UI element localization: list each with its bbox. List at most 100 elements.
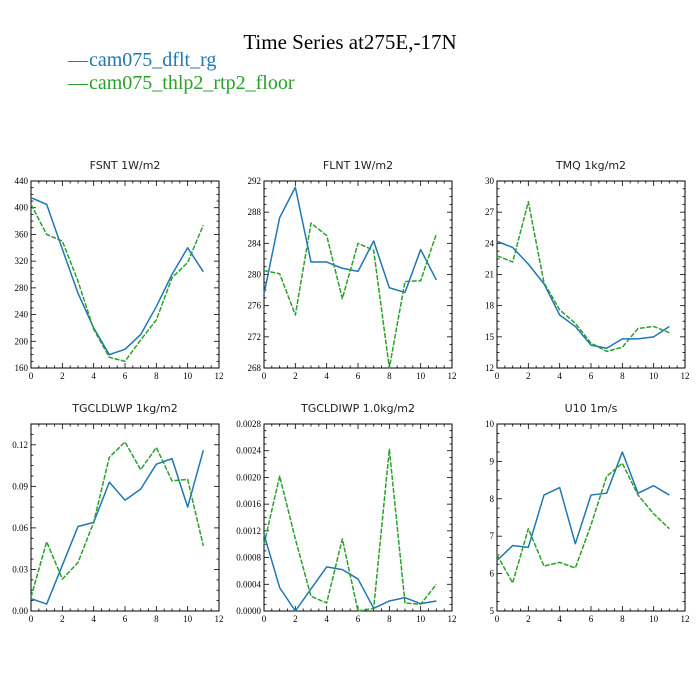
x-tick-label: 0 xyxy=(495,614,500,624)
y-tick-label: 21 xyxy=(485,270,494,280)
x-tick-label: 4 xyxy=(324,614,329,624)
chart-panel-1: FLNT 1W/m2 0 2 4 6 8 10 12 268 272 276 280 284 288 292 xyxy=(248,159,457,381)
legend-label-thlp2-rtp2-floor: cam075_thlp2_rtp2_floor xyxy=(89,72,295,94)
chart-panel-0: FSNT 1W/m2 0 2 4 6 8 10 12 160 200 240 280 320 360 400… xyxy=(15,159,224,381)
x-tick-label: 12 xyxy=(215,371,224,381)
legend-entry-dflt-rg: — cam075_dflt_rg xyxy=(68,49,216,72)
y-tick-label: 200 xyxy=(15,336,29,346)
y-tick-label: 0.0012 xyxy=(236,526,261,536)
x-tick-label: 4 xyxy=(557,371,562,381)
y-tick-label: 15 xyxy=(485,332,495,342)
x-tick-label: 8 xyxy=(620,614,625,624)
y-tick-label: 0.0004 xyxy=(236,579,261,589)
y-tick-label: 10 xyxy=(485,419,495,429)
x-tick-label: 10 xyxy=(649,371,659,381)
chart-panel-4: TGCLDIWP 1.0kg/m2 0 2 4 6 8 10 12 0.0000 0.0004 0.… xyxy=(236,402,456,624)
y-tick-label: 0.00 xyxy=(12,606,28,616)
y-tick-label: 276 xyxy=(248,301,262,311)
x-tick-label: 2 xyxy=(293,371,298,381)
x-tick-label: 0 xyxy=(29,371,34,381)
x-tick-label: 10 xyxy=(416,371,426,381)
y-tick-label: 292 xyxy=(248,176,262,186)
x-tick-label: 8 xyxy=(154,614,159,624)
x-tick-label: 12 xyxy=(681,371,690,381)
plot-frame xyxy=(30,423,220,612)
plot-frame xyxy=(496,180,686,369)
x-tick-label: 0 xyxy=(262,371,267,381)
x-tick-label: 6 xyxy=(123,371,128,381)
y-tick-label: 0.12 xyxy=(12,440,28,450)
y-tick-label: 268 xyxy=(248,363,262,373)
y-tick-label: 284 xyxy=(248,238,262,248)
y-tick-label: 160 xyxy=(15,363,29,373)
y-tick-label: 8 xyxy=(490,494,495,504)
chart-panel-5: U10 1m/s 0 2 4 6 8 10 12 5 6 7 8 9 10 xyxy=(485,402,690,624)
series-line-thlp2-rtp2-floor xyxy=(496,462,670,584)
y-tick-label: 0.0016 xyxy=(236,499,261,509)
y-tick-label: 0.0008 xyxy=(236,553,261,563)
x-tick-label: 2 xyxy=(60,371,65,381)
y-tick-label: 27 xyxy=(485,207,495,217)
legend-entry-thlp2-rtp2-floor: — cam075_thlp2_rtp2_floor xyxy=(68,72,295,95)
y-tick-label: 0.06 xyxy=(12,523,28,533)
y-tick-label: 280 xyxy=(15,283,29,293)
x-tick-label: 10 xyxy=(649,614,659,624)
panel-title: FSNT 1W/m2 xyxy=(90,159,161,172)
x-tick-label: 10 xyxy=(183,371,193,381)
x-tick-label: 10 xyxy=(416,614,426,624)
y-tick-label: 440 xyxy=(15,176,29,186)
panel-title: TMQ 1kg/m2 xyxy=(555,159,626,172)
series-line-dflt-rg xyxy=(30,197,204,356)
x-tick-label: 4 xyxy=(557,614,562,624)
x-tick-label: 8 xyxy=(620,371,625,381)
chart-panel-3: TGCLDLWP 1kg/m2 0 2 4 6 8 10 12 0.00 0.03 0.06 0.09… xyxy=(12,402,223,624)
x-tick-label: 6 xyxy=(356,614,361,624)
x-tick-label: 12 xyxy=(215,614,224,624)
x-tick-label: 8 xyxy=(387,371,392,381)
x-tick-label: 6 xyxy=(123,614,128,624)
plot-frame xyxy=(263,180,453,369)
y-tick-label: 30 xyxy=(485,176,495,186)
panel-title: TGCLDIWP 1.0kg/m2 xyxy=(300,402,415,415)
y-tick-label: 6 xyxy=(490,569,495,579)
y-tick-label: 12 xyxy=(485,363,494,373)
x-tick-label: 4 xyxy=(91,371,96,381)
series-line-thlp2-rtp2-floor xyxy=(263,222,438,369)
plot-frame xyxy=(30,180,220,369)
plot-frame xyxy=(496,423,686,612)
y-tick-label: 9 xyxy=(490,456,495,466)
y-tick-label: 0.03 xyxy=(12,564,28,574)
series-line-dflt-rg xyxy=(263,186,437,295)
x-tick-label: 2 xyxy=(526,614,531,624)
series-line-thlp2-rtp2-floor xyxy=(30,441,205,598)
x-tick-label: 6 xyxy=(589,371,594,381)
series-line-thlp2-rtp2-floor xyxy=(30,204,205,363)
x-tick-label: 6 xyxy=(589,614,594,624)
x-tick-label: 12 xyxy=(448,614,457,624)
x-tick-label: 0 xyxy=(495,371,500,381)
y-tick-label: 288 xyxy=(248,207,262,217)
y-tick-label: 18 xyxy=(485,301,495,311)
x-tick-label: 8 xyxy=(154,371,159,381)
series-line-dflt-rg xyxy=(496,451,670,562)
panel-title: TGCLDLWP 1kg/m2 xyxy=(71,402,177,415)
x-tick-label: 6 xyxy=(356,371,361,381)
y-tick-label: 24 xyxy=(485,238,495,248)
panel-title: FLNT 1W/m2 xyxy=(323,159,393,172)
legend-label-dflt-rg: cam075_dflt_rg xyxy=(89,49,217,71)
y-tick-label: 400 xyxy=(15,203,29,213)
y-tick-label: 0.0020 xyxy=(236,472,261,482)
legend-swatch-dflt-rg: — xyxy=(68,49,88,71)
y-tick-label: 5 xyxy=(490,606,495,616)
series-line-dflt-rg xyxy=(30,450,205,605)
y-tick-label: 280 xyxy=(248,270,262,280)
legend-swatch-thlp2-rtp2-floor: — xyxy=(68,72,88,94)
y-tick-label: 360 xyxy=(15,229,29,239)
x-tick-label: 10 xyxy=(183,614,193,624)
series-line-thlp2-rtp2-floor xyxy=(263,448,437,612)
plot-frame xyxy=(263,423,453,612)
y-tick-label: 7 xyxy=(490,531,495,541)
panel-title: U10 1m/s xyxy=(565,402,618,415)
